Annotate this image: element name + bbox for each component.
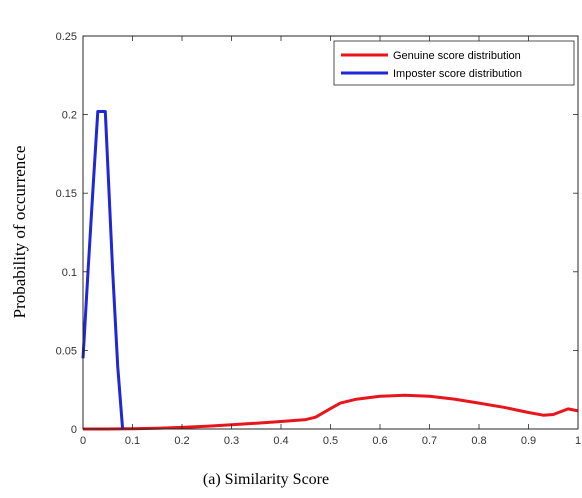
x-tick-label: 0.2	[174, 435, 189, 447]
legend: Genuine score distribution Imposter scor…	[333, 40, 575, 86]
x-tick-label: 0.7	[422, 435, 437, 447]
legend-box	[333, 40, 575, 86]
x-axis-label: (a) Similarity Score	[203, 471, 329, 488]
y-axis-label: Probability of occurrence	[10, 146, 29, 319]
legend-label-imposter: Imposter score distribution	[393, 68, 522, 80]
x-tick-label: 0.8	[471, 435, 486, 447]
x-tick-label: 0.3	[224, 435, 239, 447]
x-tick-label: 1	[575, 435, 581, 447]
x-tick-label: 0.9	[521, 435, 536, 447]
y-tick-label: 0.2	[62, 110, 77, 122]
series-line-imposter	[81, 110, 125, 430]
y-tick-label: 0.05	[56, 345, 77, 357]
x-tick-label: 0.1	[125, 435, 140, 447]
x-tick-label: 0	[80, 435, 86, 447]
x-ticks: 0 0.1 0.2 0.3 0.4 0.5 0.6 0.7 0.8 0.9 1	[80, 36, 581, 447]
y-tick-label: 0	[71, 424, 77, 436]
y-tick-label: 0.1	[62, 267, 77, 279]
plot-area	[83, 36, 578, 429]
x-tick-label: 0.4	[273, 435, 288, 447]
x-tick-label: 0.6	[372, 435, 387, 447]
y-tick-label: 0.25	[56, 31, 77, 43]
y-ticks: 0 0.05 0.1 0.15 0.2 0.25	[56, 31, 578, 436]
y-tick-label: 0.15	[56, 188, 77, 200]
legend-label-genuine: Genuine score distribution	[393, 50, 521, 62]
x-tick-label: 0.5	[323, 435, 338, 447]
